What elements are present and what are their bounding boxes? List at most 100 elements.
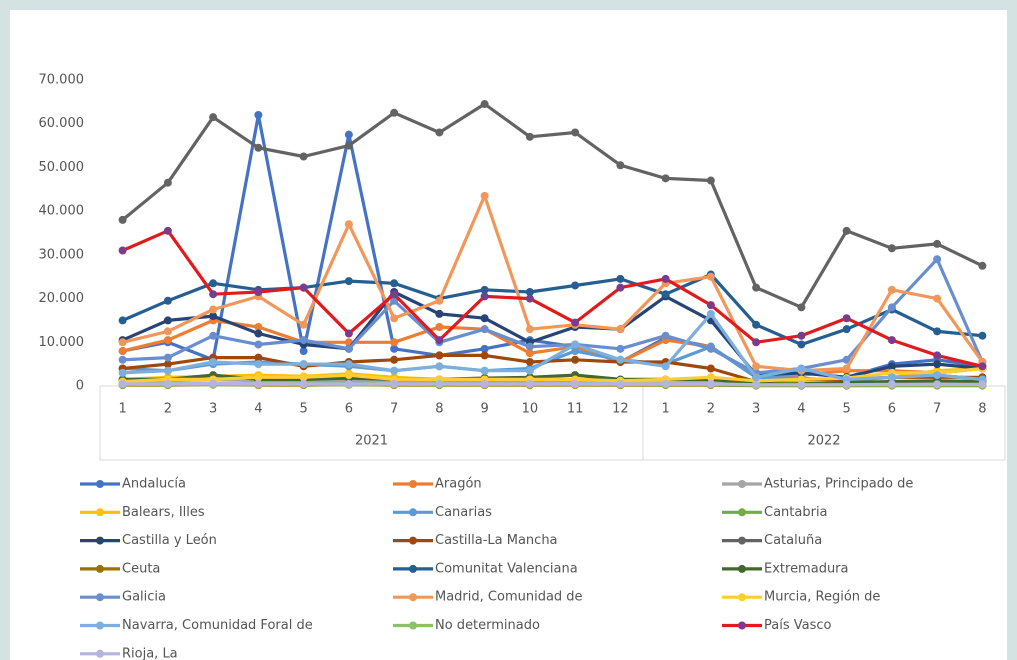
series-marker	[752, 320, 761, 329]
series-marker	[254, 340, 263, 349]
series-marker	[887, 362, 896, 371]
legend-label: Andalucía	[122, 477, 186, 492]
series-marker	[797, 303, 806, 312]
series-marker	[887, 303, 896, 312]
series-marker	[299, 379, 308, 388]
series-marker	[933, 380, 942, 389]
legend-label: Murcia, Región de	[764, 590, 880, 605]
series-marker	[163, 353, 172, 362]
series-marker	[118, 355, 127, 364]
series-marker	[118, 338, 127, 347]
series-marker	[209, 379, 218, 388]
legend-label: Comunitat Valenciana	[435, 561, 578, 576]
legend-marker	[409, 480, 417, 488]
series-marker	[525, 366, 534, 375]
legend-marker	[409, 564, 417, 573]
series-marker	[752, 283, 761, 292]
y-tick-label: 30.000	[39, 247, 85, 262]
series-marker	[390, 296, 399, 305]
series-marker	[571, 128, 580, 137]
series-marker	[254, 110, 263, 119]
series-marker	[978, 380, 987, 389]
y-tick-label: 50.000	[39, 160, 85, 175]
series-line	[122, 373, 983, 386]
series-marker	[887, 285, 896, 294]
series-marker	[571, 347, 580, 356]
series-marker	[299, 283, 308, 292]
series-marker	[525, 357, 534, 366]
x-tick-label: 4	[797, 402, 805, 417]
series-marker	[480, 285, 489, 294]
series-marker	[706, 309, 715, 318]
series-marker	[706, 176, 715, 185]
x-tick-label: 3	[752, 402, 760, 417]
series-marker	[209, 279, 218, 288]
legend-label: Extremadura	[764, 561, 849, 576]
series-marker	[571, 340, 580, 349]
series-marker	[797, 331, 806, 340]
series-line	[121, 102, 984, 309]
x-tick-label: 3	[209, 402, 217, 417]
legend-marker	[96, 536, 104, 545]
legend-label: Navarra, Comunidad Foral de	[122, 618, 313, 633]
series-marker	[661, 174, 670, 183]
legend-label: Canarias	[435, 505, 492, 520]
series-marker	[118, 316, 127, 325]
series-marker	[163, 336, 172, 345]
legend-marker	[738, 621, 746, 630]
legend-marker	[409, 593, 417, 602]
series-marker	[752, 362, 761, 371]
series-marker	[616, 161, 625, 170]
legend-marker	[738, 536, 746, 545]
series-marker	[525, 294, 534, 303]
series-marker	[390, 279, 399, 288]
series-marker	[254, 353, 263, 362]
series-marker	[163, 366, 172, 375]
series-marker	[616, 344, 625, 353]
series-marker	[525, 325, 534, 334]
series-marker	[525, 379, 534, 388]
series-marker	[299, 320, 308, 329]
series-marker	[118, 246, 127, 255]
legend-label: País Vasco	[764, 618, 832, 633]
series-marker	[842, 364, 851, 373]
series-marker	[435, 296, 444, 305]
series-marker	[254, 329, 263, 338]
x-tick-label: 8	[435, 402, 443, 417]
legend-label: No determinado	[435, 618, 540, 633]
series-marker	[163, 327, 172, 336]
series-line	[122, 318, 983, 379]
series-marker	[571, 379, 580, 388]
series-marker	[435, 128, 444, 137]
legend-label: Castilla y León	[122, 533, 217, 548]
series-marker	[480, 325, 489, 334]
series-marker	[299, 360, 308, 369]
series-marker	[163, 379, 172, 388]
series-marker	[390, 290, 399, 299]
legend-marker	[96, 480, 104, 488]
series-marker	[933, 371, 942, 380]
legend-marker	[738, 480, 746, 488]
series-marker	[435, 322, 444, 331]
series-marker	[480, 379, 489, 388]
series-marker	[480, 366, 489, 375]
series-line	[121, 272, 983, 347]
series-marker	[525, 349, 534, 358]
series-marker	[344, 360, 353, 369]
series-marker	[933, 351, 942, 360]
series-marker	[571, 281, 580, 290]
x-tick-label: 4	[254, 402, 262, 417]
series-marker	[390, 366, 399, 375]
series-marker	[752, 373, 761, 382]
y-tick-label: 20.000	[39, 291, 85, 306]
series-line	[122, 312, 983, 381]
series-marker	[390, 355, 399, 364]
series-marker	[209, 312, 218, 321]
group-label: 2022	[807, 434, 840, 449]
series-marker	[616, 325, 625, 334]
series-line	[121, 229, 983, 368]
series-marker	[978, 261, 987, 270]
series-marker	[435, 379, 444, 388]
series-marker	[390, 379, 399, 388]
